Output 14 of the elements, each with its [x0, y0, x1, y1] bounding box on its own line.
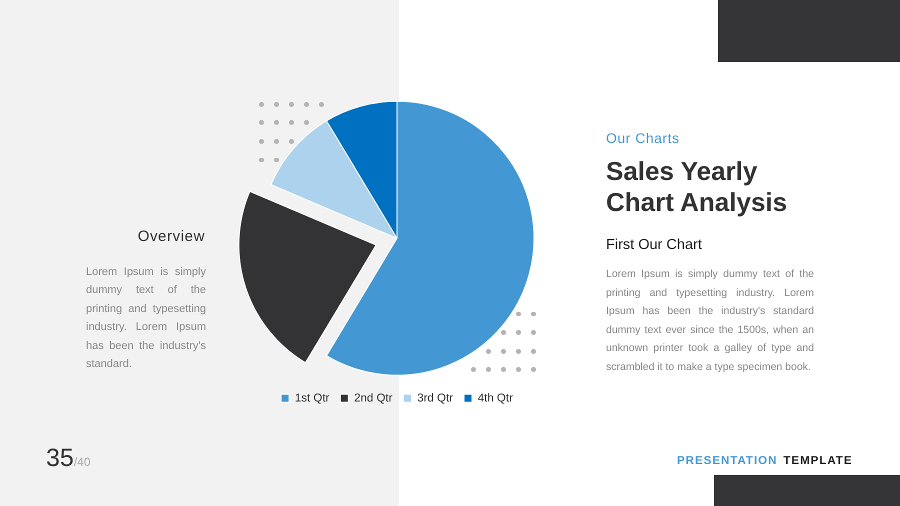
text: 35 [46, 444, 74, 473]
text: /40 [74, 455, 90, 469]
text: TEMPLATE [783, 455, 853, 467]
text: First Our Chart [606, 237, 702, 253]
legend-label: 3rd Qtr [417, 392, 454, 404]
text: Our Charts [606, 130, 680, 146]
legend-label: 1st Qtr [294, 392, 330, 404]
text: Lorem Ipsum is simply dummy text of the printing and typesetting industry. Lorem Ipsum has been the industry's standard dummy text ever since the 1500s, when an unknown printer took a galley of type and scrambled it to make a type specimen book. [606, 268, 814, 373]
text: Lorem Ipsum is simply dummy text of the printing and typesetting industry. Lorem Ipsum has been the industry's standard. [86, 266, 206, 370]
text: PRESENTATION [677, 455, 778, 467]
legend-label: 2nd Qtr [354, 392, 393, 404]
legend-label: 4th Qtr [478, 392, 514, 404]
text: Sales Yearly Chart Analysis [606, 156, 788, 218]
text: Overview [138, 228, 205, 245]
